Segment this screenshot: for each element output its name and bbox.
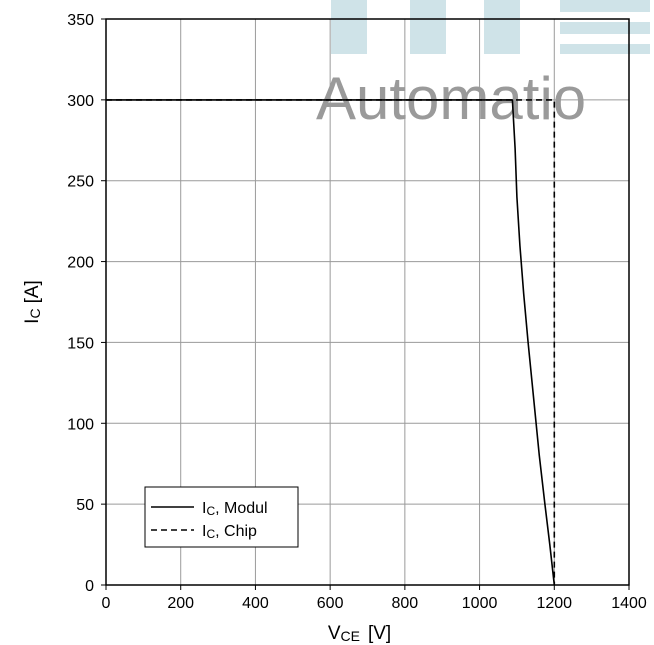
y-axis-label-unit: [A] [22,280,43,303]
legend-label-modul-rest: , Modul [215,500,267,517]
y-tick-label: 300 [67,93,94,110]
y-tick-label: 150 [67,335,94,352]
y-axis-label-sub: C [27,308,43,318]
x-tick-label: 400 [242,595,269,612]
x-axis-label-main: V [328,623,341,644]
legend-box [144,486,299,548]
legend-label-modul: IC, Modul [202,500,268,518]
watermark-text: Automatio [316,65,586,132]
y-tick-label: 0 [85,578,94,595]
x-tick-label: 800 [392,595,419,612]
watermark-block-4 [560,22,650,34]
x-tick-label: 1000 [462,595,498,612]
legend-label-chip-main: I [202,523,206,540]
legend-label-modul-main: I [202,500,206,517]
y-tick-label: 350 [67,12,94,29]
y-axis-label: IC [A] [22,280,43,324]
x-tick-label: 1400 [611,595,647,612]
x-axis-label: VCE [V] [328,623,391,644]
watermark-block-1 [410,0,446,54]
watermark: Automatio [316,0,650,132]
x-tick-label: 1200 [536,595,572,612]
y-tick-label: 50 [76,497,94,514]
watermark-block-0 [331,0,367,54]
y-tick-label: 200 [67,255,94,272]
legend: IC, Modul IC, Chip [144,486,299,548]
x-axis-label-unit: [V] [368,623,391,644]
legend-label-chip-sub: C [206,527,215,541]
legend-label-chip: IC, Chip [202,523,257,541]
x-axis-label-sub: CE [341,628,360,644]
plot-frame [105,18,630,586]
series-line-chip [106,99,556,585]
y-axis-label-main: I [22,319,43,324]
y-tick-label: 100 [67,416,94,433]
watermark-block-3 [560,0,650,12]
x-tick-label: 600 [317,595,344,612]
series-lines [106,99,556,586]
watermark-block-2 [484,0,520,54]
y-tick-labels: 0 50 100 150 200 250 300 350 [67,12,106,595]
y-tick-label: 250 [67,174,94,191]
x-tick-labels: 0 200 400 600 800 1000 1200 1400 [102,585,647,612]
x-tick-label: 0 [102,595,111,612]
legend-label-modul-sub: C [206,504,215,518]
watermark-block-5 [560,44,650,54]
legend-label-chip-rest: , Chip [215,523,257,540]
series-line-modul [106,99,556,586]
x-tick-label: 200 [167,595,194,612]
